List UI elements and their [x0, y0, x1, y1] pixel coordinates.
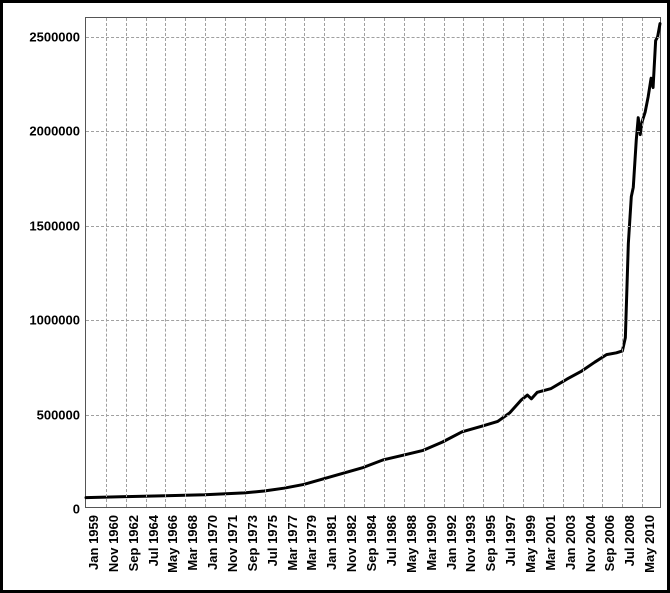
x-axis-tick-label: Mar 1979	[304, 515, 319, 571]
gridline-vertical	[642, 18, 643, 507]
x-axis-tick-label: Mar 2001	[543, 515, 558, 571]
gridline-vertical	[523, 18, 524, 507]
x-axis-tick-label: Mar 1990	[424, 515, 439, 571]
x-axis-tick-label: Mar 1968	[185, 515, 200, 571]
gridline-vertical	[463, 18, 464, 507]
gridline-vertical	[424, 18, 425, 507]
x-axis-tick-label: Jan 1970	[205, 515, 220, 570]
gridline-vertical	[364, 18, 365, 507]
x-axis-tick-label: Sep 1962	[126, 515, 141, 571]
gridline-vertical	[146, 18, 147, 507]
line-series	[86, 18, 660, 507]
y-axis-tick-label: 2500000	[29, 29, 80, 44]
gridline-vertical	[404, 18, 405, 507]
gridline-vertical	[304, 18, 305, 507]
x-axis-tick-label: Sep 1973	[245, 515, 260, 571]
series-path	[86, 24, 660, 498]
gridline-vertical	[285, 18, 286, 507]
gridline-vertical	[583, 18, 584, 507]
x-axis-tick-label: Nov 1960	[106, 515, 121, 572]
x-axis-tick-label: Nov 1971	[225, 515, 240, 572]
gridline-vertical	[384, 18, 385, 507]
gridline-vertical	[344, 18, 345, 507]
x-axis-tick-label: May 1988	[404, 515, 419, 573]
gridline-horizontal	[86, 37, 660, 38]
x-axis-tick-label: Jul 1975	[265, 515, 280, 566]
x-axis-tick-label: Jul 1986	[384, 515, 399, 566]
y-axis-tick-label: 500000	[37, 407, 80, 422]
x-axis-tick-label: Jul 1964	[146, 515, 161, 566]
x-axis-tick-label: Jan 1959	[86, 515, 101, 570]
x-axis-tick-label: Jan 2003	[563, 515, 578, 570]
gridline-horizontal	[86, 415, 660, 416]
x-axis-tick-label: Jan 1981	[324, 515, 339, 570]
x-axis-tick-label: Sep 1995	[483, 515, 498, 571]
gridline-horizontal	[86, 131, 660, 132]
gridline-vertical	[543, 18, 544, 507]
gridline-vertical	[265, 18, 266, 507]
x-axis-tick-label: Sep 2006	[602, 515, 617, 571]
x-axis-tick-label: May 1966	[165, 515, 180, 573]
x-axis-tick-label: May 1999	[523, 515, 538, 573]
x-axis-tick-label: Nov 1982	[344, 515, 359, 572]
gridline-vertical	[126, 18, 127, 507]
gridline-vertical	[483, 18, 484, 507]
x-axis-tick-label: Jul 2008	[622, 515, 637, 566]
gridline-vertical	[245, 18, 246, 507]
gridline-vertical	[444, 18, 445, 507]
plot-area: 05000001000000150000020000002500000Jan 1…	[85, 17, 661, 508]
gridline-vertical	[225, 18, 226, 507]
y-axis-tick-label: 2000000	[29, 124, 80, 139]
gridline-vertical	[503, 18, 504, 507]
y-axis-tick-label: 1500000	[29, 218, 80, 233]
gridline-vertical	[106, 18, 107, 507]
x-axis-tick-label: Jul 1997	[503, 515, 518, 566]
y-axis-tick-label: 1000000	[29, 313, 80, 328]
x-axis-tick-label: Mar 1977	[285, 515, 300, 571]
gridline-horizontal	[86, 226, 660, 227]
x-axis-tick-label: Nov 2004	[583, 515, 598, 572]
gridline-vertical	[205, 18, 206, 507]
gridline-vertical	[563, 18, 564, 507]
x-axis-tick-label: Jan 1992	[444, 515, 459, 570]
chart-frame: 0 500000 1000000 1500000 2000000 2500000 Jan 1…	[0, 0, 670, 593]
y-axis-tick-label: 0	[73, 502, 80, 517]
gridline-vertical	[602, 18, 603, 507]
gridline-vertical	[185, 18, 186, 507]
gridline-vertical	[622, 18, 623, 507]
gridline-horizontal	[86, 320, 660, 321]
x-axis-tick-label: May 2010	[642, 515, 657, 573]
x-axis-tick-label: Nov 1993	[463, 515, 478, 572]
gridline-vertical	[165, 18, 166, 507]
gridline-vertical	[324, 18, 325, 507]
x-axis-tick-label: Sep 1984	[364, 515, 379, 571]
